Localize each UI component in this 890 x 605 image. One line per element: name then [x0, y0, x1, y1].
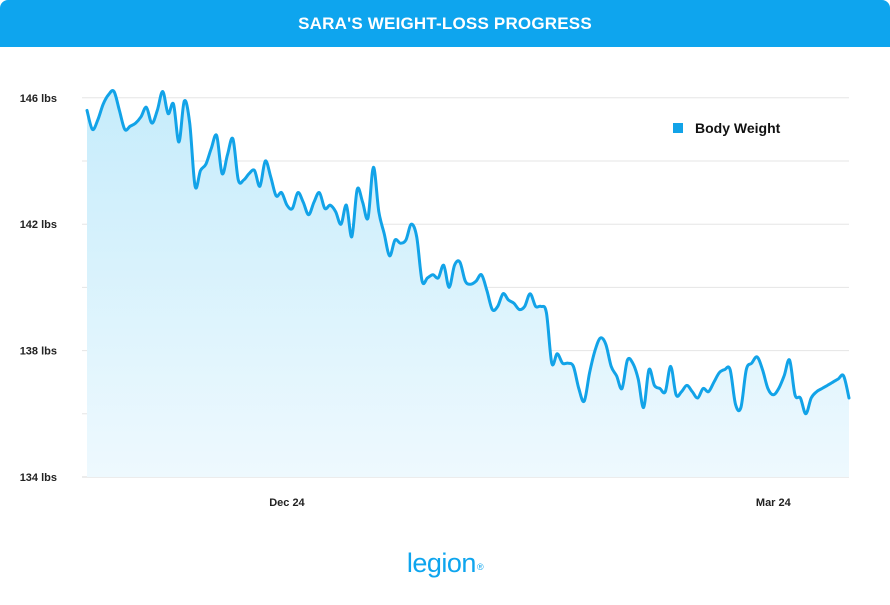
body-weight-line: [85, 89, 851, 416]
y-tick-label: 134 lbs: [20, 472, 57, 484]
brand-mark: ®: [476, 562, 484, 572]
legend-label-body-weight: Body Weight: [695, 120, 781, 136]
brand-name: legion: [406, 548, 477, 578]
legion-logo: legion®: [0, 548, 890, 579]
chart-title: SARA'S WEIGHT-LOSS PROGRESS: [298, 13, 592, 33]
body-weight-area: [87, 90, 849, 478]
y-tick-label: 142 lbs: [20, 219, 57, 231]
x-axis: Dec 24 Mar 24: [269, 497, 791, 509]
y-axis: 134 lbs 138 lbs 142 lbs 146 lbs: [20, 93, 57, 484]
weight-area-chart: 134 lbs 138 lbs 142 lbs 146 lbs Dec 24 Mar 2…: [20, 89, 851, 509]
x-tick-label: Mar 24: [756, 497, 792, 509]
x-tick-label: Dec 24: [269, 497, 305, 509]
y-tick-label: 146 lbs: [20, 93, 57, 105]
chart-header: SARA'S WEIGHT-LOSS PROGRESS: [0, 0, 890, 47]
legend-swatch: [673, 123, 683, 133]
legend: Body Weight: [673, 120, 781, 136]
y-tick-label: 138 lbs: [20, 346, 57, 358]
